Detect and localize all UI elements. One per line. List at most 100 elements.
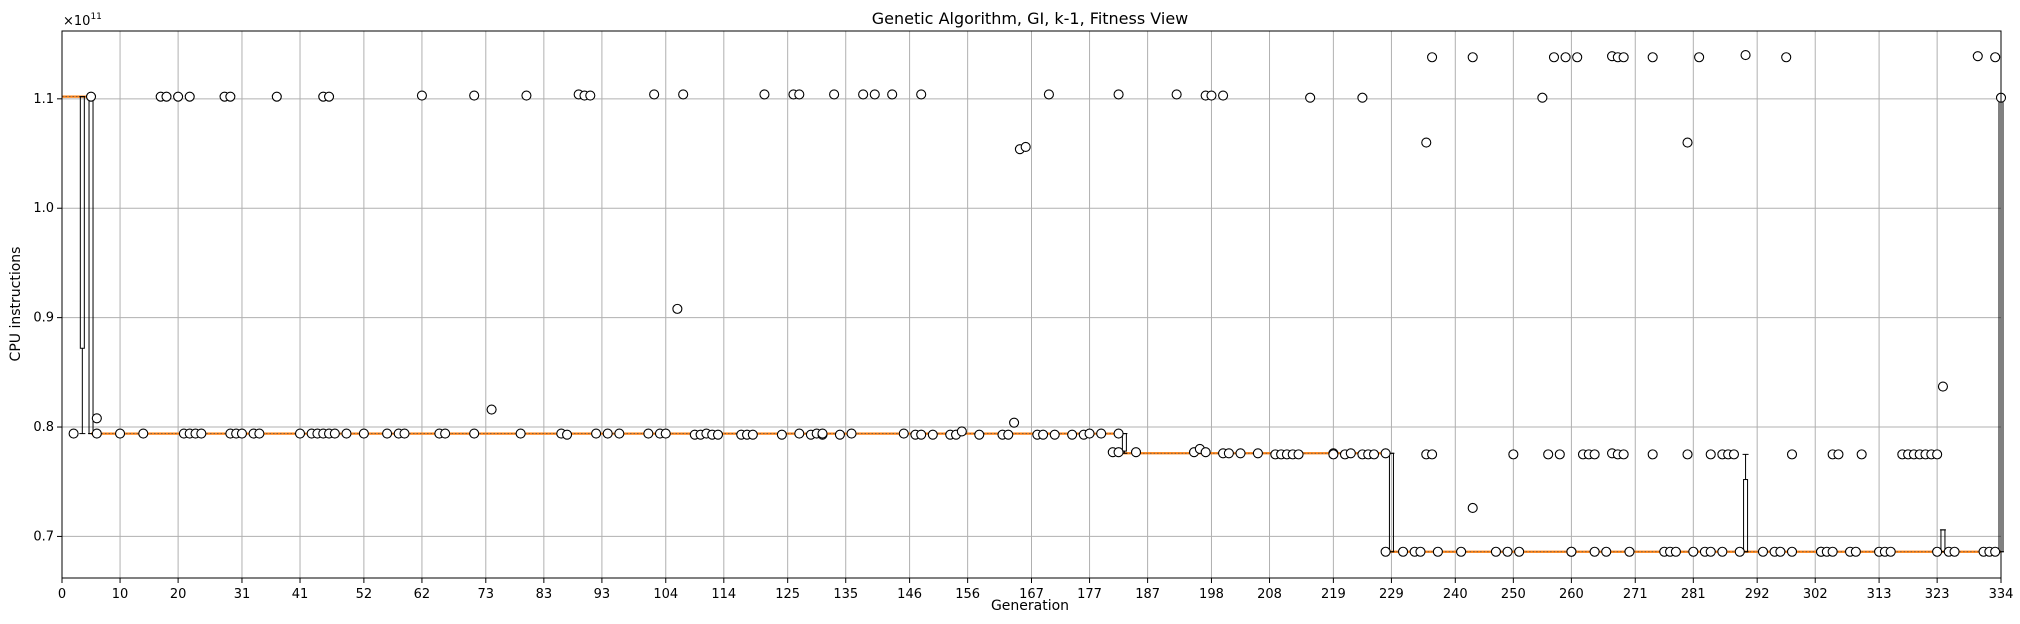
outlier-point (1490, 546, 1501, 557)
outlier-point (196, 428, 207, 439)
outlier-point (1456, 546, 1467, 557)
outlier-point (1647, 449, 1658, 460)
outlier-point (1380, 448, 1391, 459)
outlier-point (1566, 546, 1577, 557)
outlier-point (271, 91, 282, 102)
y-tick-label: 0.7 (33, 529, 54, 544)
outlier-point (1949, 546, 1960, 557)
outlier-point (1647, 52, 1658, 63)
outlier-point (1252, 448, 1263, 459)
outlier-point (712, 429, 724, 440)
x-tick-label: 260 (1559, 587, 1584, 602)
outlier-point (614, 428, 625, 439)
outlier-point (91, 413, 102, 424)
outlier-point (1427, 449, 1438, 460)
outlier-point (1740, 50, 1751, 61)
outlier-point (254, 428, 265, 439)
x-tick-label: 219 (1321, 587, 1346, 602)
chart-title: Genetic Algorithm, GI, k-1, Fitness View (872, 9, 1189, 28)
outlier-point (486, 404, 497, 415)
outlier-point (1427, 52, 1438, 63)
outlier-point (1833, 449, 1844, 460)
outlier-point (341, 428, 352, 439)
outlier-point (660, 428, 671, 439)
outlier-point (1572, 52, 1583, 63)
outlier-point (1357, 92, 1368, 103)
outlier-point (1786, 449, 1798, 460)
outlier-point (1432, 546, 1443, 557)
x-axis: 0 10 20 31 41 52 62 73 83 93 104 114 125 135 146 156 167… (58, 578, 2013, 602)
box-body (88, 96, 94, 435)
outlier-point (1380, 546, 1391, 557)
outlier-point (469, 428, 480, 439)
outlier-point (1502, 546, 1513, 557)
x-tick-label: 10 (112, 587, 129, 602)
x-tick-label: 302 (1803, 587, 1828, 602)
x-tick-label: 104 (653, 587, 678, 602)
outlier-point (602, 428, 613, 439)
box-body (1121, 433, 1127, 452)
outlier-point (1990, 546, 2001, 557)
outlier-point (115, 428, 126, 439)
outlier-point (956, 426, 967, 437)
outlier-point (1717, 546, 1728, 557)
outlier-point (1937, 381, 1948, 392)
outlier-point (416, 90, 427, 101)
outlier-point (1682, 449, 1693, 460)
outlier-point (562, 429, 573, 440)
outlier-point (1624, 546, 1635, 557)
outlier-point (1235, 448, 1246, 459)
outlier-point (1067, 429, 1078, 440)
outlier-point (1206, 90, 1217, 101)
outlier-point (1990, 52, 2001, 63)
outlier-point (643, 428, 654, 439)
outlier-point (834, 429, 845, 440)
outlier-point (323, 91, 335, 102)
x-tick-label: 292 (1745, 587, 1770, 602)
box-body (79, 96, 85, 349)
outlier-point (399, 428, 410, 439)
x-tick-label: 208 (1257, 587, 1282, 602)
x-tick-label: 62 (414, 587, 431, 602)
outlier-point (927, 429, 938, 440)
outlier-point (1003, 429, 1014, 440)
outlier-point (1688, 546, 1699, 557)
outlier-point (1421, 137, 1432, 148)
outlier-point (1560, 52, 1571, 63)
outlier-point (678, 89, 689, 100)
outlier-point (829, 89, 840, 100)
outlier-point (1786, 546, 1798, 557)
x-tick-label: 323 (1925, 587, 1950, 602)
outlier-point (1345, 448, 1356, 459)
outlier-point (521, 90, 532, 101)
outlier-point (1084, 428, 1095, 439)
grid-lines (61, 31, 2002, 578)
outlier-point (1368, 449, 1380, 460)
x-tick-label: 41 (292, 587, 309, 602)
x-tick-label: 177 (1077, 587, 1102, 602)
y-tick-label: 0.8 (33, 420, 54, 435)
outlier-point (173, 91, 184, 102)
outlier-point (1548, 52, 1560, 63)
outlier-point (1397, 546, 1409, 557)
outlier-point (776, 429, 787, 440)
outlier-point (515, 428, 526, 439)
outlier-point (887, 89, 898, 100)
outlier-point (794, 89, 805, 100)
outlier-point (916, 429, 927, 440)
x-tick-label: 240 (1443, 587, 1468, 602)
outlier-point (1043, 89, 1054, 100)
outlier-point (1705, 449, 1716, 460)
y-offset-text: ×1011 (63, 12, 102, 29)
outlier-point (1467, 502, 1478, 514)
x-tick-label: 0 (58, 587, 66, 602)
outlier-point (469, 90, 480, 101)
outlier-point (1827, 546, 1838, 557)
outlier-point (1328, 449, 1339, 460)
outlier-point (1171, 89, 1182, 100)
outlier-point (1589, 546, 1600, 557)
outlier-point (858, 89, 869, 100)
x-tick-label: 125 (775, 587, 800, 602)
outlier-point (846, 428, 857, 439)
